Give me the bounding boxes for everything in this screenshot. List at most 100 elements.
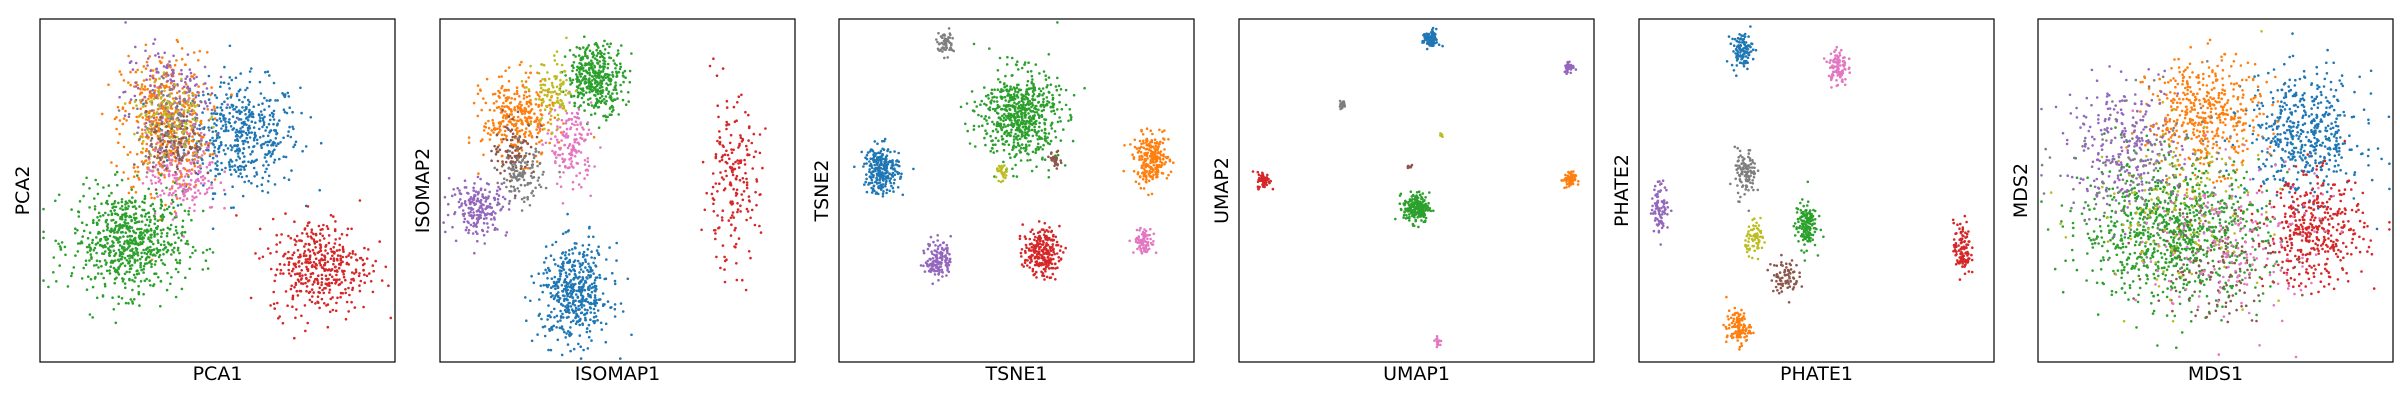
scatter-point-series-0	[557, 280, 560, 284]
scatter-point-series-0	[585, 253, 589, 257]
scatter-point-series-5	[490, 159, 493, 162]
scatter-point-series-2	[138, 304, 141, 307]
scatter-point-series-0	[255, 142, 259, 145]
scatter-point-series-2	[96, 222, 99, 226]
scatter-point-series-6	[163, 164, 166, 167]
scatter-point-series-3	[745, 218, 748, 222]
scatter-point-series-5	[510, 156, 514, 160]
scatter-point-series-1	[150, 96, 153, 99]
scatter-point-series-3	[726, 153, 730, 157]
scatter-point-series-3	[288, 256, 292, 260]
scatter-point-series-0	[211, 197, 215, 201]
scatter-point-series-3	[340, 232, 344, 236]
scatter-point-series-4	[479, 177, 482, 181]
scatter-point-series-2	[86, 251, 89, 254]
scatter-point-series-0	[572, 288, 575, 292]
scatter-point-series-3	[345, 300, 349, 304]
scatter-point-series-1	[213, 107, 216, 110]
scatter-point-series-3	[336, 278, 339, 282]
scatter-point-series-4	[152, 76, 155, 80]
scatter-point-series-4	[163, 51, 166, 55]
scatter-point-series-3	[720, 158, 724, 162]
scatter-point-series-6	[173, 131, 176, 135]
scatter-point-series-8	[559, 78, 562, 82]
scatter-point-series-3	[725, 99, 729, 103]
scatter-point-series-7	[525, 163, 529, 166]
scatter-point-series-1	[477, 172, 480, 175]
scatter-point-series-1	[529, 71, 532, 75]
scatter-point-series-7	[538, 183, 541, 187]
scatter-point-series-4	[481, 228, 484, 232]
scatter-point-series-5	[148, 169, 152, 172]
scatter-point-series-3	[323, 302, 326, 305]
scatter-point-series-6	[558, 164, 561, 168]
scatter-point-series-3	[745, 186, 749, 190]
scatter-point-series-8	[550, 132, 554, 135]
scatter-point-series-1	[166, 112, 169, 116]
scatter-point-series-0	[593, 294, 597, 297]
scatter-point-series-2	[161, 217, 164, 221]
scatter-point-series-2	[131, 300, 134, 304]
panel-pca: PCA1 PCA2	[12, 18, 396, 385]
scatter-point-series-3	[279, 272, 282, 275]
scatter-point-series-0	[304, 145, 308, 148]
scatter-point-series-0	[224, 120, 227, 123]
scatter-point-series-7	[184, 140, 187, 144]
scatter-point-series-1	[144, 104, 147, 108]
scatter-point-series-3	[297, 272, 300, 276]
scatter-point-series-0	[241, 194, 245, 198]
scatter-point-series-4	[154, 54, 157, 57]
scatter-point-series-2	[128, 244, 131, 248]
scatter-point-series-4	[149, 84, 152, 87]
scatter-point-series-0	[211, 130, 215, 134]
scatter-point-series-2	[153, 235, 156, 238]
scatter-point-series-5	[154, 181, 157, 185]
scatter-point-series-4	[129, 98, 133, 101]
scatter-point-series-6	[583, 177, 586, 180]
scatter-point-series-3	[341, 269, 344, 273]
scatter-point-series-3	[350, 300, 353, 304]
scatter-point-series-3	[287, 268, 291, 272]
scatter-point-series-1	[202, 135, 205, 139]
scatter-point-series-7	[177, 178, 180, 181]
scatter-point-series-0	[289, 135, 293, 139]
scatter-point-series-2	[175, 231, 179, 235]
scatter-point-series-3	[320, 277, 324, 281]
scatter-point-series-3	[371, 290, 375, 294]
scatter-point-series-2	[570, 81, 574, 84]
scatter-point-series-0	[596, 309, 600, 312]
scatter-point-series-1	[144, 149, 148, 153]
scatter-point-series-0	[573, 304, 577, 307]
scatter-point-series-7	[523, 161, 527, 164]
scatter-point-series-1	[176, 40, 180, 43]
scatter-point-series-0	[572, 283, 576, 287]
scatter-point-series-0	[223, 192, 227, 196]
scatter-point-series-2	[174, 267, 178, 271]
scatter-point-series-3	[362, 269, 365, 272]
scatter-point-series-6	[573, 155, 577, 158]
scatter-point-series-0	[566, 309, 570, 312]
scatter-point-series-6	[555, 138, 559, 142]
scatter-point-series-0	[886, 149, 889, 153]
scatter-point-series-0	[593, 281, 596, 285]
scatter-point-series-0	[564, 271, 568, 275]
scatter-point-series-2	[134, 199, 137, 203]
scatter-point-series-2	[112, 249, 116, 252]
scatter-point-series-1	[506, 98, 509, 101]
scatter-point-series-2	[113, 200, 117, 203]
scatter-point-series-2	[98, 243, 102, 247]
scatter-point-series-3	[332, 246, 336, 249]
scatter-point-series-5	[501, 109, 504, 112]
scatter-point-series-2	[577, 86, 580, 90]
scatter-point-series-6	[146, 134, 149, 138]
scatter-point-series-0	[586, 248, 590, 251]
scatter-point-series-3	[310, 231, 313, 234]
scatter-point-series-0	[275, 144, 278, 147]
scatter-point-series-3	[292, 267, 295, 271]
scatter-point-series-6	[586, 173, 589, 177]
scatter-point-series-4	[180, 72, 183, 76]
scatter-point-series-0	[223, 100, 226, 104]
scatter-point-series-7	[513, 162, 516, 165]
scatter-point-series-2	[119, 207, 122, 210]
scatter-point-series-0	[292, 127, 295, 131]
